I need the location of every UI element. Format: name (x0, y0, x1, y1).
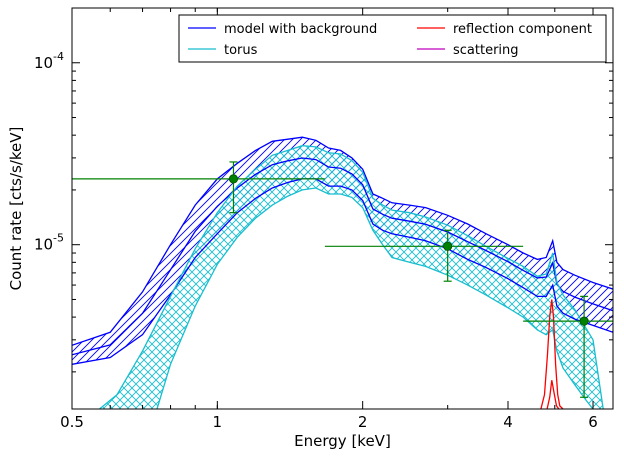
plot-frame (71, 7, 614, 410)
model-with-background-mid-line (72, 157, 613, 356)
legend-label-model: model with background (224, 22, 377, 37)
data-point-0 (228, 174, 239, 184)
x-tick-label-0: 0.5 (60, 413, 84, 431)
y-tick-label-1: 10-4 (34, 50, 64, 72)
x-tick-label-4: 6 (588, 413, 598, 431)
torus-band-fill (99, 145, 604, 409)
legend-label-scattering: scattering (453, 43, 519, 58)
data-point-1 (443, 241, 453, 251)
x-tick-label-1: 1 (213, 413, 223, 431)
x-tick-label-3: 4 (503, 413, 513, 431)
torus-lower-line (156, 187, 594, 409)
y-tick-label-exp-1: -4 (53, 50, 64, 63)
model-with-background-band-fill (72, 137, 613, 365)
x-tick-label-2: 2 (358, 413, 368, 431)
lines-layer (72, 136, 613, 409)
y-axis-title: Count rate [cts/s/keV] (7, 127, 25, 291)
model-with-background-lower-line (72, 178, 613, 365)
y-tick-label-base-0: 10 (34, 236, 53, 254)
bands-layer (72, 137, 613, 409)
x-axis-title: Energy [keV] (294, 432, 391, 450)
reflection-component-line-2 (540, 299, 564, 409)
data-points-layer (72, 161, 613, 398)
y-tick-label-base-1: 10 (34, 54, 53, 72)
legend-label-torus: torus (224, 43, 258, 58)
reflection-component-line-3 (546, 380, 560, 409)
legend-label-reflection: reflection component (453, 22, 592, 37)
y-tick-label-exp-0: -5 (53, 232, 64, 245)
tick-labels-layer: 0.5 1 2 4 610-510-4 (34, 50, 598, 431)
y-tick-label-0: 10-5 (34, 232, 64, 254)
legend: model with background reflection compone… (178, 14, 607, 63)
model-with-background-upper-line (72, 136, 613, 346)
legend-frame (178, 14, 607, 63)
data-point-2 (579, 316, 589, 326)
torus-upper-line (99, 145, 604, 409)
